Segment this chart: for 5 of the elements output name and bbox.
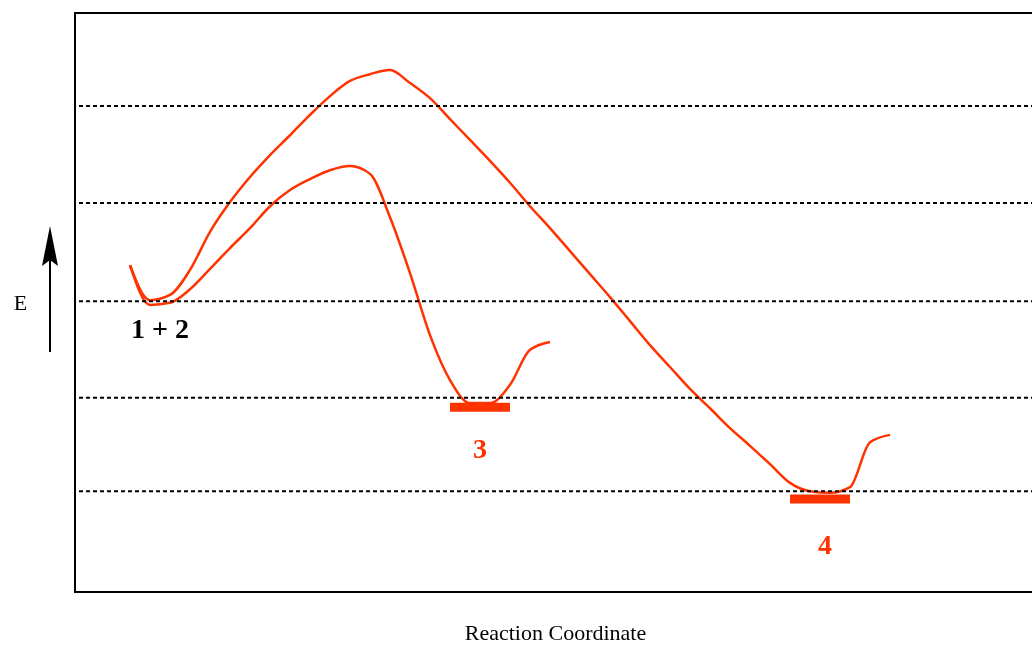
annotation: 3 xyxy=(473,433,487,464)
y-axis-title: E xyxy=(13,290,28,315)
x-axis-title: Reaction Coordinate xyxy=(464,619,647,645)
annotation: 4 xyxy=(818,529,832,560)
annotation: 1 + 2 xyxy=(131,313,189,344)
